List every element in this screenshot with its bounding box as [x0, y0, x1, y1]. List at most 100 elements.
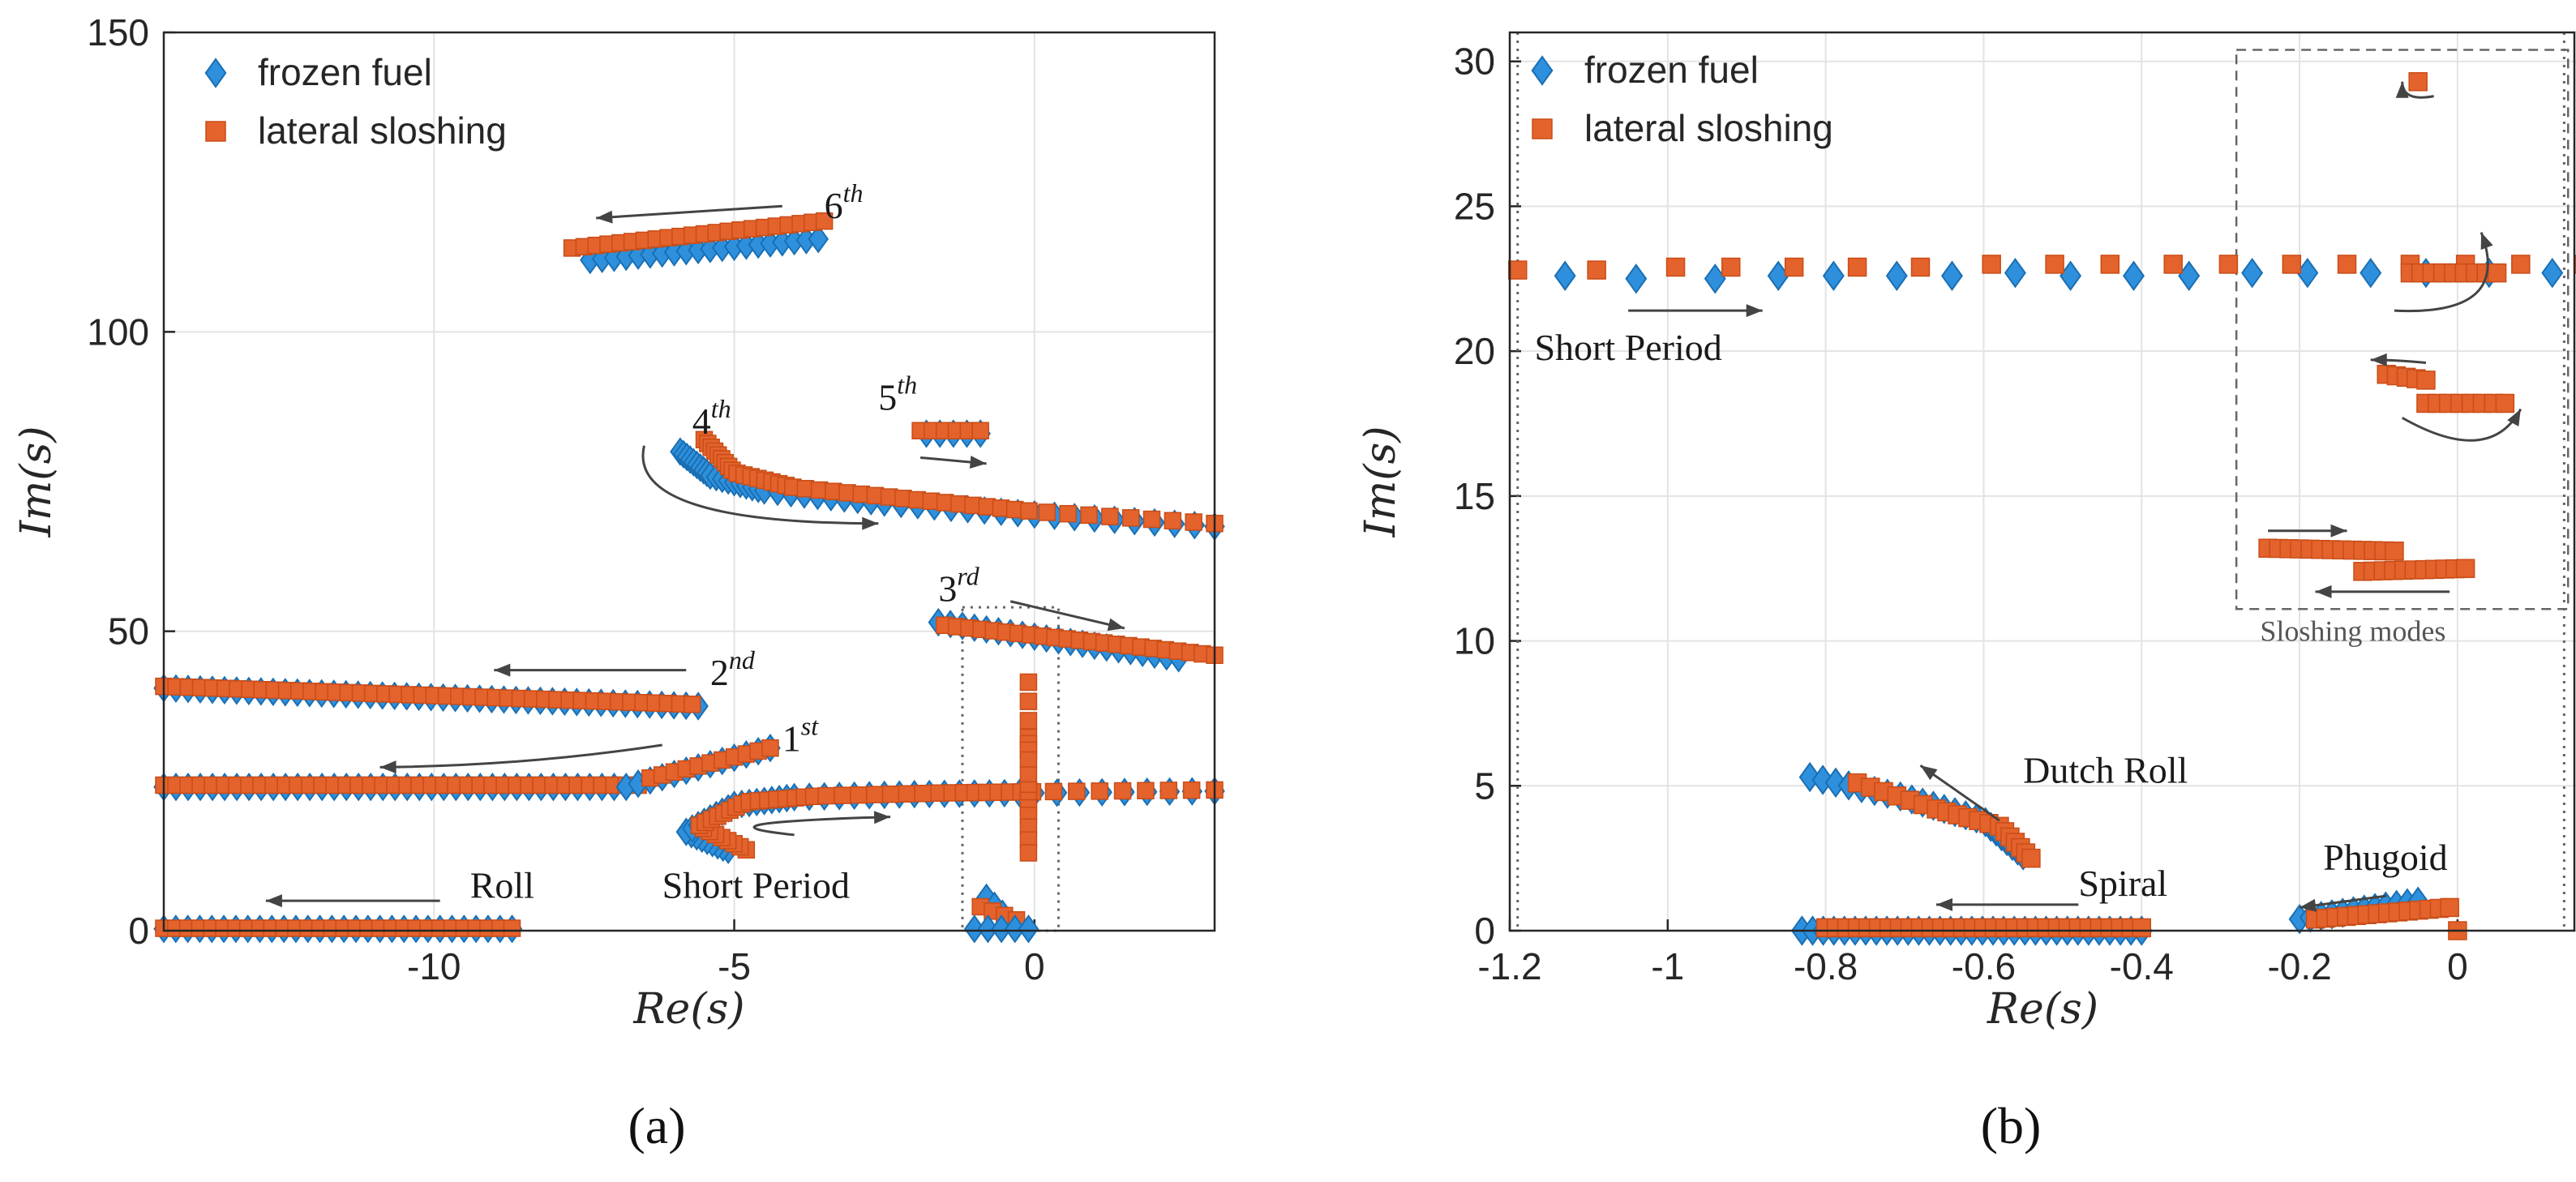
panel-b-sloshing-point — [2337, 255, 2357, 274]
panel-a-annotation-main: 2 — [710, 652, 729, 693]
panel-b-arrow-top-head — [2395, 81, 2409, 98]
panel-b-sloshing-point — [2282, 255, 2302, 274]
panel-b-sloshing-point — [2385, 542, 2404, 561]
panel-a-annotation: Short Period — [662, 864, 850, 906]
panel-a-annotation-sup: th — [843, 178, 864, 208]
panel-b-ylabel: Im(s) — [1357, 426, 1405, 537]
panel-a-ytick-label: 50 — [108, 610, 149, 653]
panel-b-xtick-label: -0.8 — [1794, 945, 1858, 987]
panel-b-legend-marker-sloshing — [1532, 118, 1553, 139]
panel-a-arrow-6th — [596, 204, 782, 224]
panel-a-frozen-point — [1018, 914, 1039, 944]
panel-a-sloshing-point — [971, 422, 989, 439]
panel-b-arrow-lower-line — [2401, 408, 2522, 442]
panel-a-ylabel: Im(s) — [12, 426, 61, 537]
panel-a-arrow-5th — [919, 456, 987, 469]
panel-a-arrows — [265, 204, 1125, 908]
panel-b-annotation-1: Dutch Roll — [2023, 750, 2188, 791]
panel-a-sloshing-point — [1019, 692, 1038, 710]
panel-b-frozen-point — [1625, 263, 1648, 294]
panel-b-sloshing-point — [2218, 255, 2239, 274]
panel-b-arrow-mid — [2370, 353, 2427, 366]
panel-a-legend-marker-frozen — [204, 58, 227, 88]
panel-b-frozen-point — [2241, 257, 2264, 289]
panel-a-annotation-sup: st — [801, 711, 819, 740]
panel-b-axis-labels: Re(s) Im(s) (b) — [1357, 426, 2098, 1154]
panel-a-frozen-point — [808, 225, 829, 254]
panel-b-annotations: Short Period Dutch Roll Spiral Phugoid Slosh… — [1534, 327, 2447, 904]
panel-a-arrow-4th-head — [862, 516, 879, 530]
panel-a-sloshing-point — [1019, 751, 1038, 769]
panel-b-frozen-point — [1941, 260, 1963, 291]
panel-a-xlabel: Re(s) — [632, 985, 744, 1034]
panel-b-arrow-spiral-head — [1936, 897, 1952, 911]
panel-b-sloshing-point — [2021, 848, 2041, 868]
panel-b-arrow-short-period-head — [1746, 304, 1763, 318]
panel-a-annotation-main: 4 — [692, 400, 711, 442]
panel-a-sloshing-point — [1164, 512, 1182, 530]
panel-a-annotation-main: Roll — [470, 864, 534, 906]
panel-a-arrow-3rd — [1009, 600, 1125, 632]
panel-b-xtick-label: -0.6 — [1952, 945, 2016, 987]
panel-a-arrow-5th-head — [969, 456, 987, 469]
panel-a-arrow-4th — [641, 445, 879, 530]
panel-a-sloshing-point — [817, 786, 835, 805]
panel-b-arrow-upper-line — [2394, 232, 2489, 313]
panel-a-sloshing-point — [1019, 712, 1038, 730]
panel-a-marks — [153, 212, 1225, 944]
panel-a-annotation-sup: th — [897, 370, 917, 399]
panel-b-sloshing-point — [2487, 263, 2507, 283]
panel-a-arrow-short-period — [752, 811, 891, 837]
panel-a-sloshing-point — [1159, 782, 1178, 799]
panel-a-arrow-short-period-head — [873, 811, 891, 824]
panel-a-annotation: 2nd — [710, 645, 756, 693]
panel-b-arrow-mid-head — [2370, 353, 2387, 366]
panel-b-ytick-label: 20 — [1454, 330, 1495, 372]
panel-b-legend-label-0: frozen fuel — [1584, 49, 1759, 91]
panel-a-arrow-1st-head — [379, 760, 396, 774]
panel-b-frozen-point — [2360, 257, 2382, 289]
panel-b-frozen-point — [1824, 767, 1847, 799]
panel-b-annotation-3: Phugoid — [2323, 837, 2447, 878]
panel-a-sloshing-point — [1182, 781, 1201, 799]
panel-a-legend-label-0: frozen fuel — [258, 51, 432, 93]
panel-b-sloshing-point — [1721, 257, 1741, 277]
panel-a-sloshing-point — [1059, 504, 1077, 523]
panel-b-sloshing-point — [2495, 393, 2515, 413]
panel-b-frozen-point — [2541, 257, 2564, 289]
panel-b-xtick-label: 0 — [2447, 945, 2468, 987]
panel-a-frozen-point — [964, 914, 985, 944]
panel-a-annotation-main: 6 — [825, 185, 843, 226]
panel-b-sloshing-point — [1665, 257, 1686, 277]
panel-b-chart: -1.2 -1 -0.8 -0.6 -0.4 -0.2 0 0 5 10 15 20 25 30 Shor… — [1357, 31, 2576, 1154]
panel-b-sloshing-point — [2132, 918, 2152, 938]
panel-b-legend: frozen fuel lateral sloshing — [1531, 49, 1833, 149]
panel-b-sloshing-point — [2511, 255, 2531, 274]
panel-a-sloshing-point — [1019, 844, 1038, 862]
panel-a-annotation: 4th — [692, 394, 731, 442]
panel-a-sloshing-point — [1142, 510, 1161, 529]
panel-b-marks — [1507, 72, 2576, 946]
panel-b-sloshing-point — [2416, 370, 2436, 390]
panel-a-annotation-sup: th — [711, 394, 731, 423]
panel-b-legend-marker-frozen — [1531, 55, 1554, 86]
panel-a-sloshing-point — [914, 784, 932, 803]
panel-a-frame — [162, 31, 1216, 932]
panel-a-zoom-rect — [961, 606, 1060, 932]
panel-b-arrow-slosh-right — [2268, 524, 2347, 537]
panel-b-arrow-dutch-roll — [1919, 764, 2000, 822]
panel-b-grid — [1509, 32, 2576, 931]
panel-b-xlabel: Re(s) — [1987, 985, 2098, 1034]
panel-a-annotation-main: 5 — [878, 376, 897, 418]
panel-a-sloshing-point — [881, 785, 900, 803]
panel-b-ytick-label: 10 — [1454, 620, 1495, 662]
panel-a-arrow-1st-line — [379, 743, 662, 769]
panel-b-sloshing-point — [2455, 559, 2475, 578]
panel-a-sloshing-point — [1185, 513, 1202, 531]
panel-b-xtick-label: -1 — [1651, 945, 1684, 987]
panel-a-ytick-label: 0 — [128, 910, 149, 952]
panel-a-ticks: -10 -5 0 0 50 100 150 — [87, 11, 1044, 987]
panel-b-sloshing-rect — [2235, 49, 2570, 610]
panel-a-legend-marker-sloshing — [205, 121, 226, 142]
panel-b-annotation-0: Short Period — [1534, 327, 1721, 368]
